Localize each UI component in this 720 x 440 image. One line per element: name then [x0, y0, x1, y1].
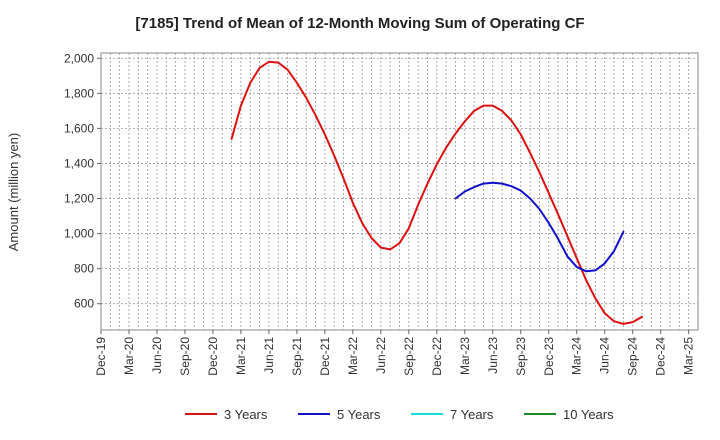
y-tick-label: 1,400: [64, 156, 94, 170]
legend-label: 7 Years: [450, 407, 494, 422]
x-tick-label: Mar-25: [682, 337, 696, 375]
y-tick-label: 2,000: [64, 51, 94, 65]
x-tick-label: Dec-20: [206, 337, 220, 376]
x-tick-label: Sep-20: [178, 337, 192, 376]
x-tick-label: Mar-23: [458, 337, 472, 375]
x-tick-label: Sep-21: [290, 337, 304, 376]
plot-area: [100, 52, 699, 331]
x-tick-label: Mar-24: [570, 337, 584, 375]
x-tick-label: Sep-22: [402, 337, 416, 376]
chart-title: [7185] Trend of Mean of 12-Month Moving …: [135, 15, 584, 32]
x-axis-ticks: Dec-19 Mar-20 Jun-20 Sep-20 Dec-20 Mar-21 Jun-…: [94, 330, 696, 376]
series-line-3-years: [230, 60, 643, 325]
x-tick-label: Mar-22: [346, 337, 360, 375]
y-tick-label: 1,000: [64, 227, 94, 241]
y-tick-label: 1,600: [64, 121, 94, 135]
x-tick-label: Sep-23: [514, 337, 528, 376]
x-tick-label: Dec-22: [430, 337, 444, 376]
x-tick-label: Sep-24: [626, 337, 640, 376]
y-axis-ticks: 600 800 1,000 1,200 1,400 1,600 1,800 2,000: [64, 51, 101, 311]
y-axis-label: Amount (million yen): [6, 133, 21, 252]
x-tick-label: Dec-19: [94, 337, 108, 376]
x-tick-label: Mar-20: [122, 337, 136, 375]
legend: 3 Years 5 Years 7 Years 10 Years: [185, 407, 614, 422]
series-line-5-years: [454, 181, 625, 273]
x-tick-label: Jun-20: [150, 337, 164, 374]
x-tick-label: Dec-21: [318, 337, 332, 376]
x-tick-label: Jun-22: [374, 337, 388, 374]
series-lines: [230, 60, 643, 325]
y-tick-label: 800: [74, 262, 94, 276]
x-tick-label: Dec-23: [542, 337, 556, 376]
x-tick-label: Mar-21: [234, 337, 248, 375]
y-tick-label: 1,800: [64, 86, 94, 100]
legend-label: 10 Years: [563, 407, 614, 422]
x-tick-label: Jun-23: [486, 337, 500, 374]
legend-label: 3 Years: [224, 407, 268, 422]
legend-label: 5 Years: [337, 407, 381, 422]
x-tick-label: Jun-24: [598, 337, 612, 374]
x-tick-label: Dec-24: [654, 337, 668, 376]
y-tick-label: 1,200: [64, 192, 94, 206]
x-tick-label: Jun-21: [262, 337, 276, 374]
y-tick-label: 600: [74, 297, 94, 311]
